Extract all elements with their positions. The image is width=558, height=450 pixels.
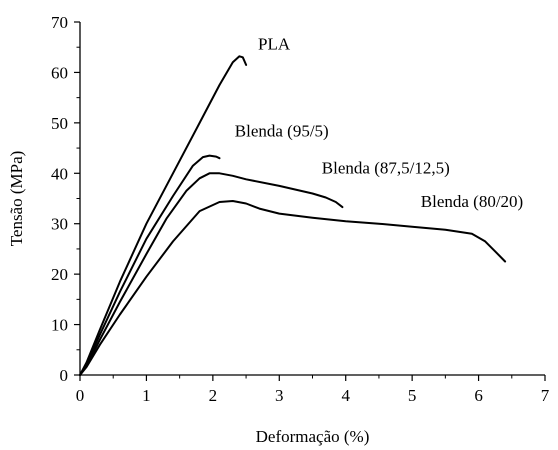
y-tick-label: 10	[51, 316, 68, 335]
series-label-pla: PLA	[258, 35, 291, 54]
y-axis-label: Tensão (MPa)	[7, 151, 26, 247]
y-tick-label: 50	[51, 114, 68, 133]
x-tick-label: 6	[474, 386, 483, 405]
series-line-0	[79, 55, 248, 376]
series-line-1	[79, 154, 221, 376]
y-tick-label: 70	[51, 13, 68, 32]
y-tick-label: 0	[60, 366, 69, 385]
x-tick-label: 1	[142, 386, 151, 405]
series-line-3	[79, 200, 507, 376]
y-tick-label: 40	[51, 164, 68, 183]
y-tick-label: 20	[51, 265, 68, 284]
x-tick-label: 0	[76, 386, 85, 405]
series-label-blenda-80-20: Blenda (80/20)	[421, 192, 523, 211]
x-tick-label: 4	[341, 386, 350, 405]
x-axis-label: Deformação (%)	[256, 427, 370, 446]
series-label-blenda-87-5-12-5: Blenda (87,5/12,5)	[322, 158, 450, 177]
x-tick-label: 3	[275, 386, 284, 405]
x-tick-label: 5	[408, 386, 417, 405]
y-tick-label: 30	[51, 215, 68, 234]
x-tick-label: 7	[541, 386, 550, 405]
x-tick-label: 2	[209, 386, 218, 405]
series-line-2	[79, 172, 344, 376]
y-tick-label: 60	[51, 63, 68, 82]
series-label-blenda-95-5: Blenda (95/5)	[235, 121, 329, 140]
